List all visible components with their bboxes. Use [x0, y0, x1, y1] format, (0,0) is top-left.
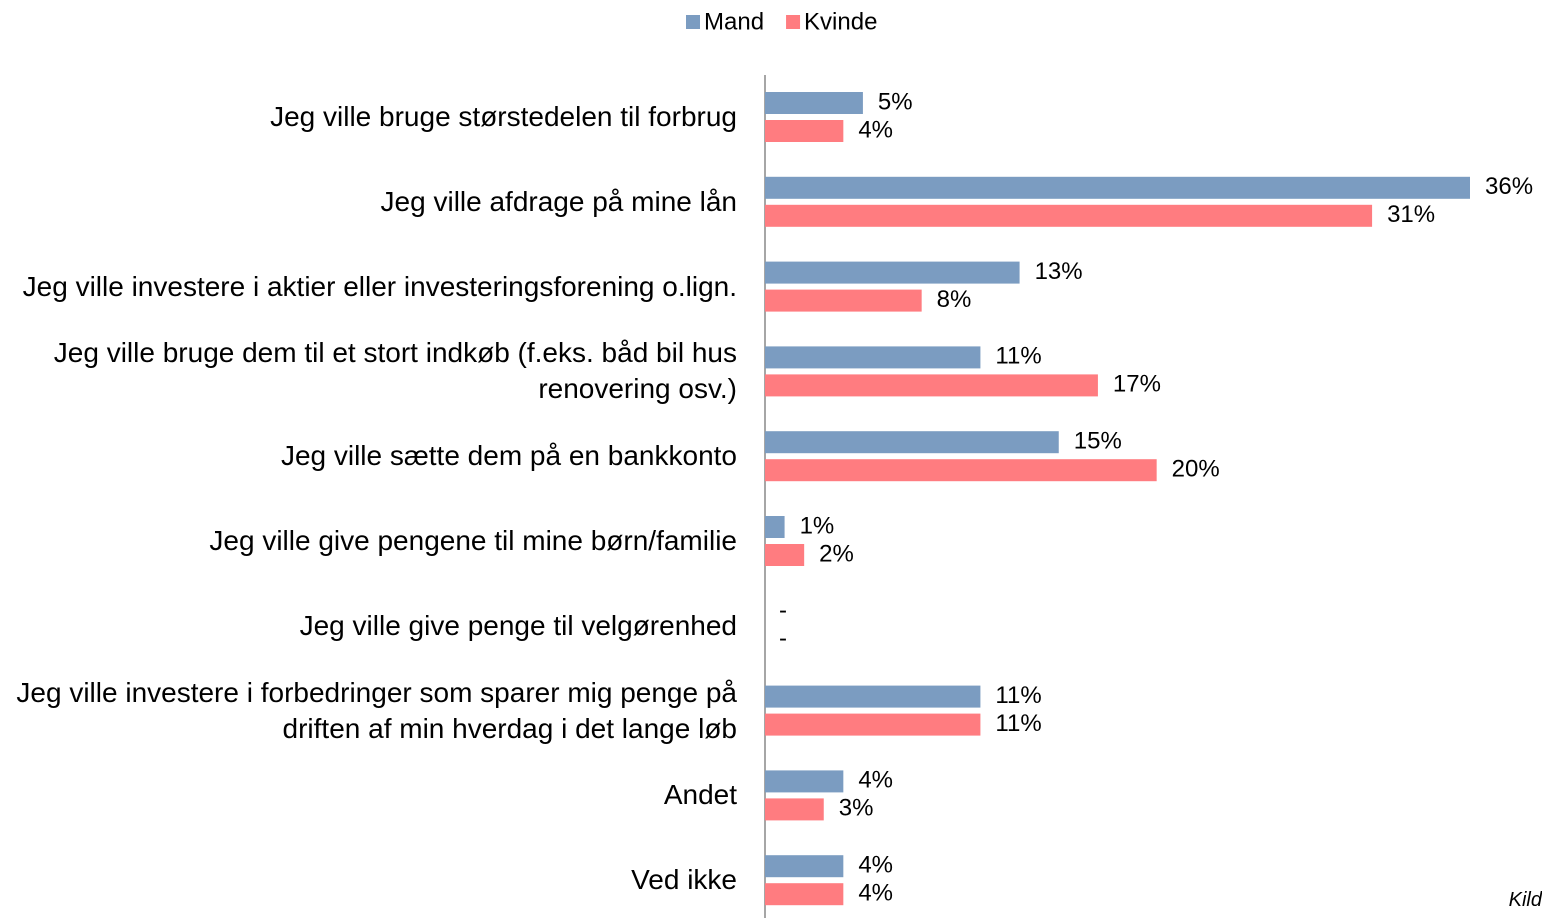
bar [765, 544, 805, 566]
bar [765, 261, 1020, 284]
data-label: 4% [858, 767, 893, 794]
data-label: 31% [1387, 201, 1435, 228]
category-label: Jeg ville give pengene til mine børn/fam… [209, 525, 737, 556]
bar [765, 346, 981, 369]
category-label: Andet [663, 779, 737, 811]
data-label: 11% [995, 343, 1041, 370]
bar [765, 516, 785, 538]
legend-label: Kvinde [804, 8, 877, 35]
legend-label: Mand [704, 8, 764, 35]
data-label: 11% [995, 710, 1041, 737]
bar [765, 176, 1470, 199]
category-label: Jeg ville bruge dem til et stort indkøb … [53, 337, 737, 405]
bar [765, 289, 922, 312]
data-label: 4% [858, 880, 893, 907]
category-label: Ved ikke [631, 864, 737, 896]
data-label: 11% [995, 682, 1041, 709]
legend-swatch [786, 15, 801, 29]
bar [765, 770, 844, 793]
bar [765, 120, 844, 142]
bar [765, 92, 863, 114]
data-label: 13% [1035, 258, 1083, 285]
category-label: Jeg ville afdrage på mine lån [380, 185, 737, 217]
category-label: Jeg ville sætte dem på en bankkonto [280, 440, 737, 472]
data-label: 1% [800, 512, 835, 539]
bar [765, 713, 981, 736]
bar [765, 855, 844, 878]
data-label: 20% [1172, 456, 1220, 483]
category-label: Jeg ville investere i forbedringer som s… [16, 676, 737, 744]
bar [765, 798, 824, 821]
bar [765, 459, 1157, 482]
bar [765, 883, 844, 906]
bar [765, 374, 1098, 397]
data-label: 2% [819, 540, 854, 567]
data-label: 4% [858, 852, 893, 879]
data-label: 15% [1074, 428, 1122, 455]
data-label: 3% [839, 795, 874, 822]
bar [765, 431, 1059, 454]
data-label: 4% [858, 116, 893, 143]
category-label: Jeg ville investere i aktier eller inves… [22, 270, 737, 302]
data-label: 8% [937, 286, 972, 313]
data-label: 36% [1485, 173, 1533, 200]
bar [765, 685, 981, 708]
legend-swatch [686, 15, 700, 29]
source: Kild [1508, 889, 1542, 911]
data-label: - [779, 597, 787, 624]
data-label: 5% [878, 88, 913, 115]
data-label: 17% [1113, 371, 1161, 398]
data-label: - [779, 625, 787, 652]
category-label: Jeg ville give penge til velgørenhed [299, 609, 737, 641]
category-label: Jeg ville bruge størstedelen til forbrug [270, 101, 737, 132]
bar [765, 204, 1373, 227]
